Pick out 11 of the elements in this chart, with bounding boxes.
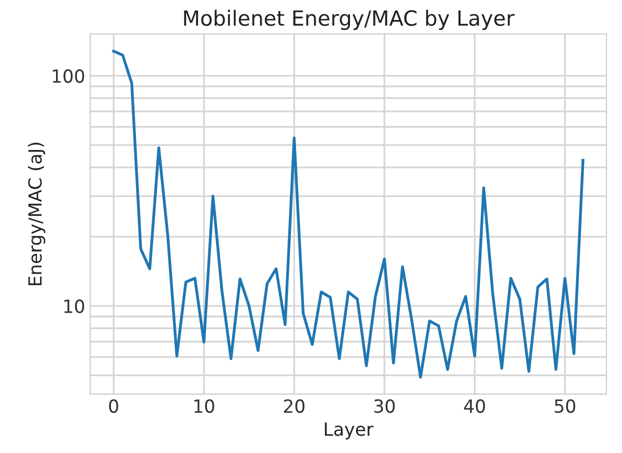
chart-title: Mobilenet Energy/MAC by Layer	[184, 10, 515, 30]
x-tick-label: 30	[374, 399, 395, 413]
x-tick-label: 50	[554, 399, 576, 413]
y-axis-title: Energy/MAC (aJ)	[28, 142, 46, 286]
x-tick-label: 20	[284, 399, 304, 413]
x-tick-label: 0	[109, 399, 118, 413]
x-axis-title: Layer	[324, 422, 374, 440]
y-tick-label: 100	[52, 69, 84, 83]
x-tick-label: 10	[194, 399, 214, 413]
line-series	[112, 50, 584, 379]
x-tick-label: 40	[464, 399, 485, 413]
